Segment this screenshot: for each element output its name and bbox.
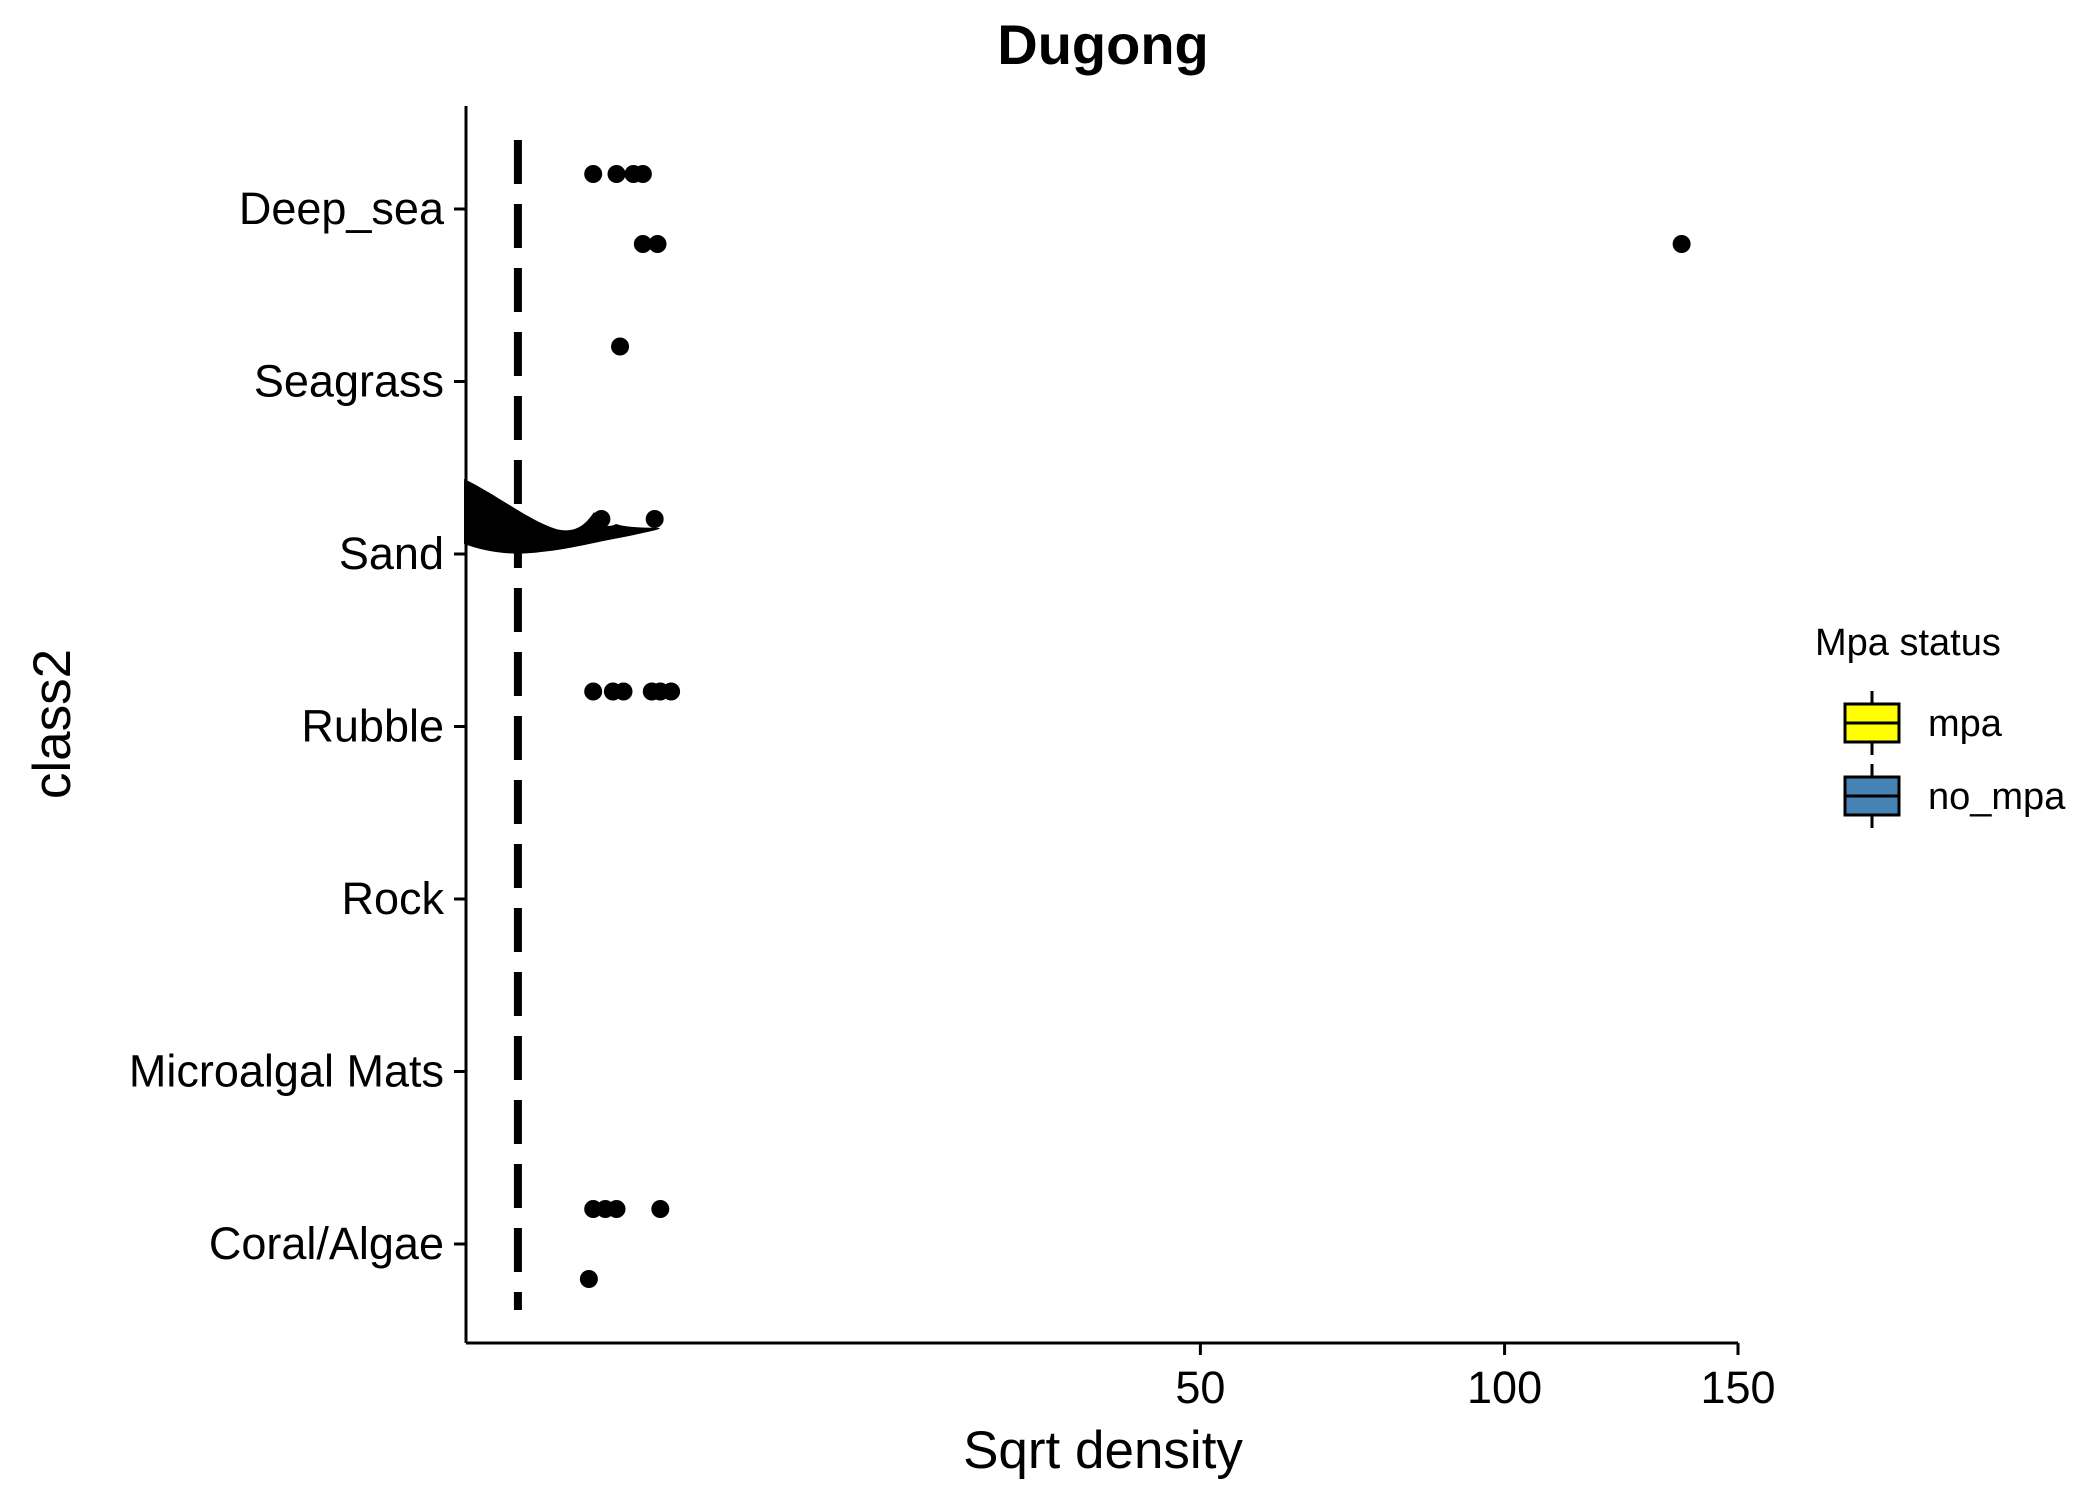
y-tick-label-sand: Sand [339, 528, 444, 579]
y-tick-label-deep-sea: Deep_sea [239, 183, 445, 234]
x-tick-label-100: 100 [1467, 1362, 1542, 1413]
point-mpa-coral-algae-16 [651, 1200, 670, 1218]
point-no-mpa-deep-sea-1 [648, 235, 667, 253]
point-no-mpa-coral-algae-3 [579, 1270, 598, 1288]
y-axis-title: class2 [23, 649, 82, 799]
y-tick-label-rock: Rock [341, 873, 444, 924]
chart-title: Dugong [997, 13, 1208, 76]
y-tick-label-seagrass: Seagrass [254, 356, 444, 407]
point-mpa-rubble-7 [584, 682, 603, 701]
legend-label-mpa: mpa [1928, 703, 2003, 745]
density-blob-layer [464, 479, 660, 554]
point-mpa-sand-5 [592, 510, 611, 528]
legend-items: mpa no_mpa [1843, 691, 2066, 828]
legend-item-mpa: mpa [1843, 691, 2003, 755]
point-mpa-deep-sea-1 [607, 165, 626, 183]
legend-label-no-mpa: no_mpa [1928, 776, 2066, 818]
y-axis-ticks: Deep_sea Seagrass Sand Rubble Rock Microalgal… [129, 183, 466, 1269]
plot-area [464, 140, 1691, 1310]
density-blob-sand [464, 479, 660, 554]
legend: Mpa status mpa no_mpa [1815, 622, 2066, 828]
point-mpa-seagrass-4 [611, 337, 630, 356]
x-axis-ticks: 50 100 150 [1175, 1343, 1776, 1413]
point-mpa-coral-algae-15 [607, 1200, 626, 1218]
point-mpa-rubble-12 [662, 682, 681, 701]
legend-item-no-mpa: no_mpa [1843, 764, 2066, 828]
point-no-mpa-deep-sea-0 [633, 235, 652, 253]
x-axis-title: Sqrt density [963, 1421, 1243, 1480]
legend-title: Mpa status [1815, 622, 2001, 664]
y-tick-label-coral-algae: Coral/Algae [209, 1218, 444, 1269]
point-mpa-deep-sea-3 [633, 165, 652, 183]
x-tick-label-50: 50 [1175, 1362, 1225, 1413]
y-tick-label-microalgal-mats: Microalgal Mats [129, 1046, 444, 1097]
y-tick-label-rubble: Rubble [301, 701, 444, 752]
point-no-mpa-deep-sea-2 [1672, 235, 1691, 253]
point-mpa-sand-6 [645, 510, 664, 528]
point-mpa-deep-sea-0 [584, 165, 603, 183]
point-mpa-rubble-9 [614, 682, 633, 701]
data-points-layer [579, 165, 1691, 1288]
x-tick-label-150: 150 [1700, 1362, 1775, 1413]
